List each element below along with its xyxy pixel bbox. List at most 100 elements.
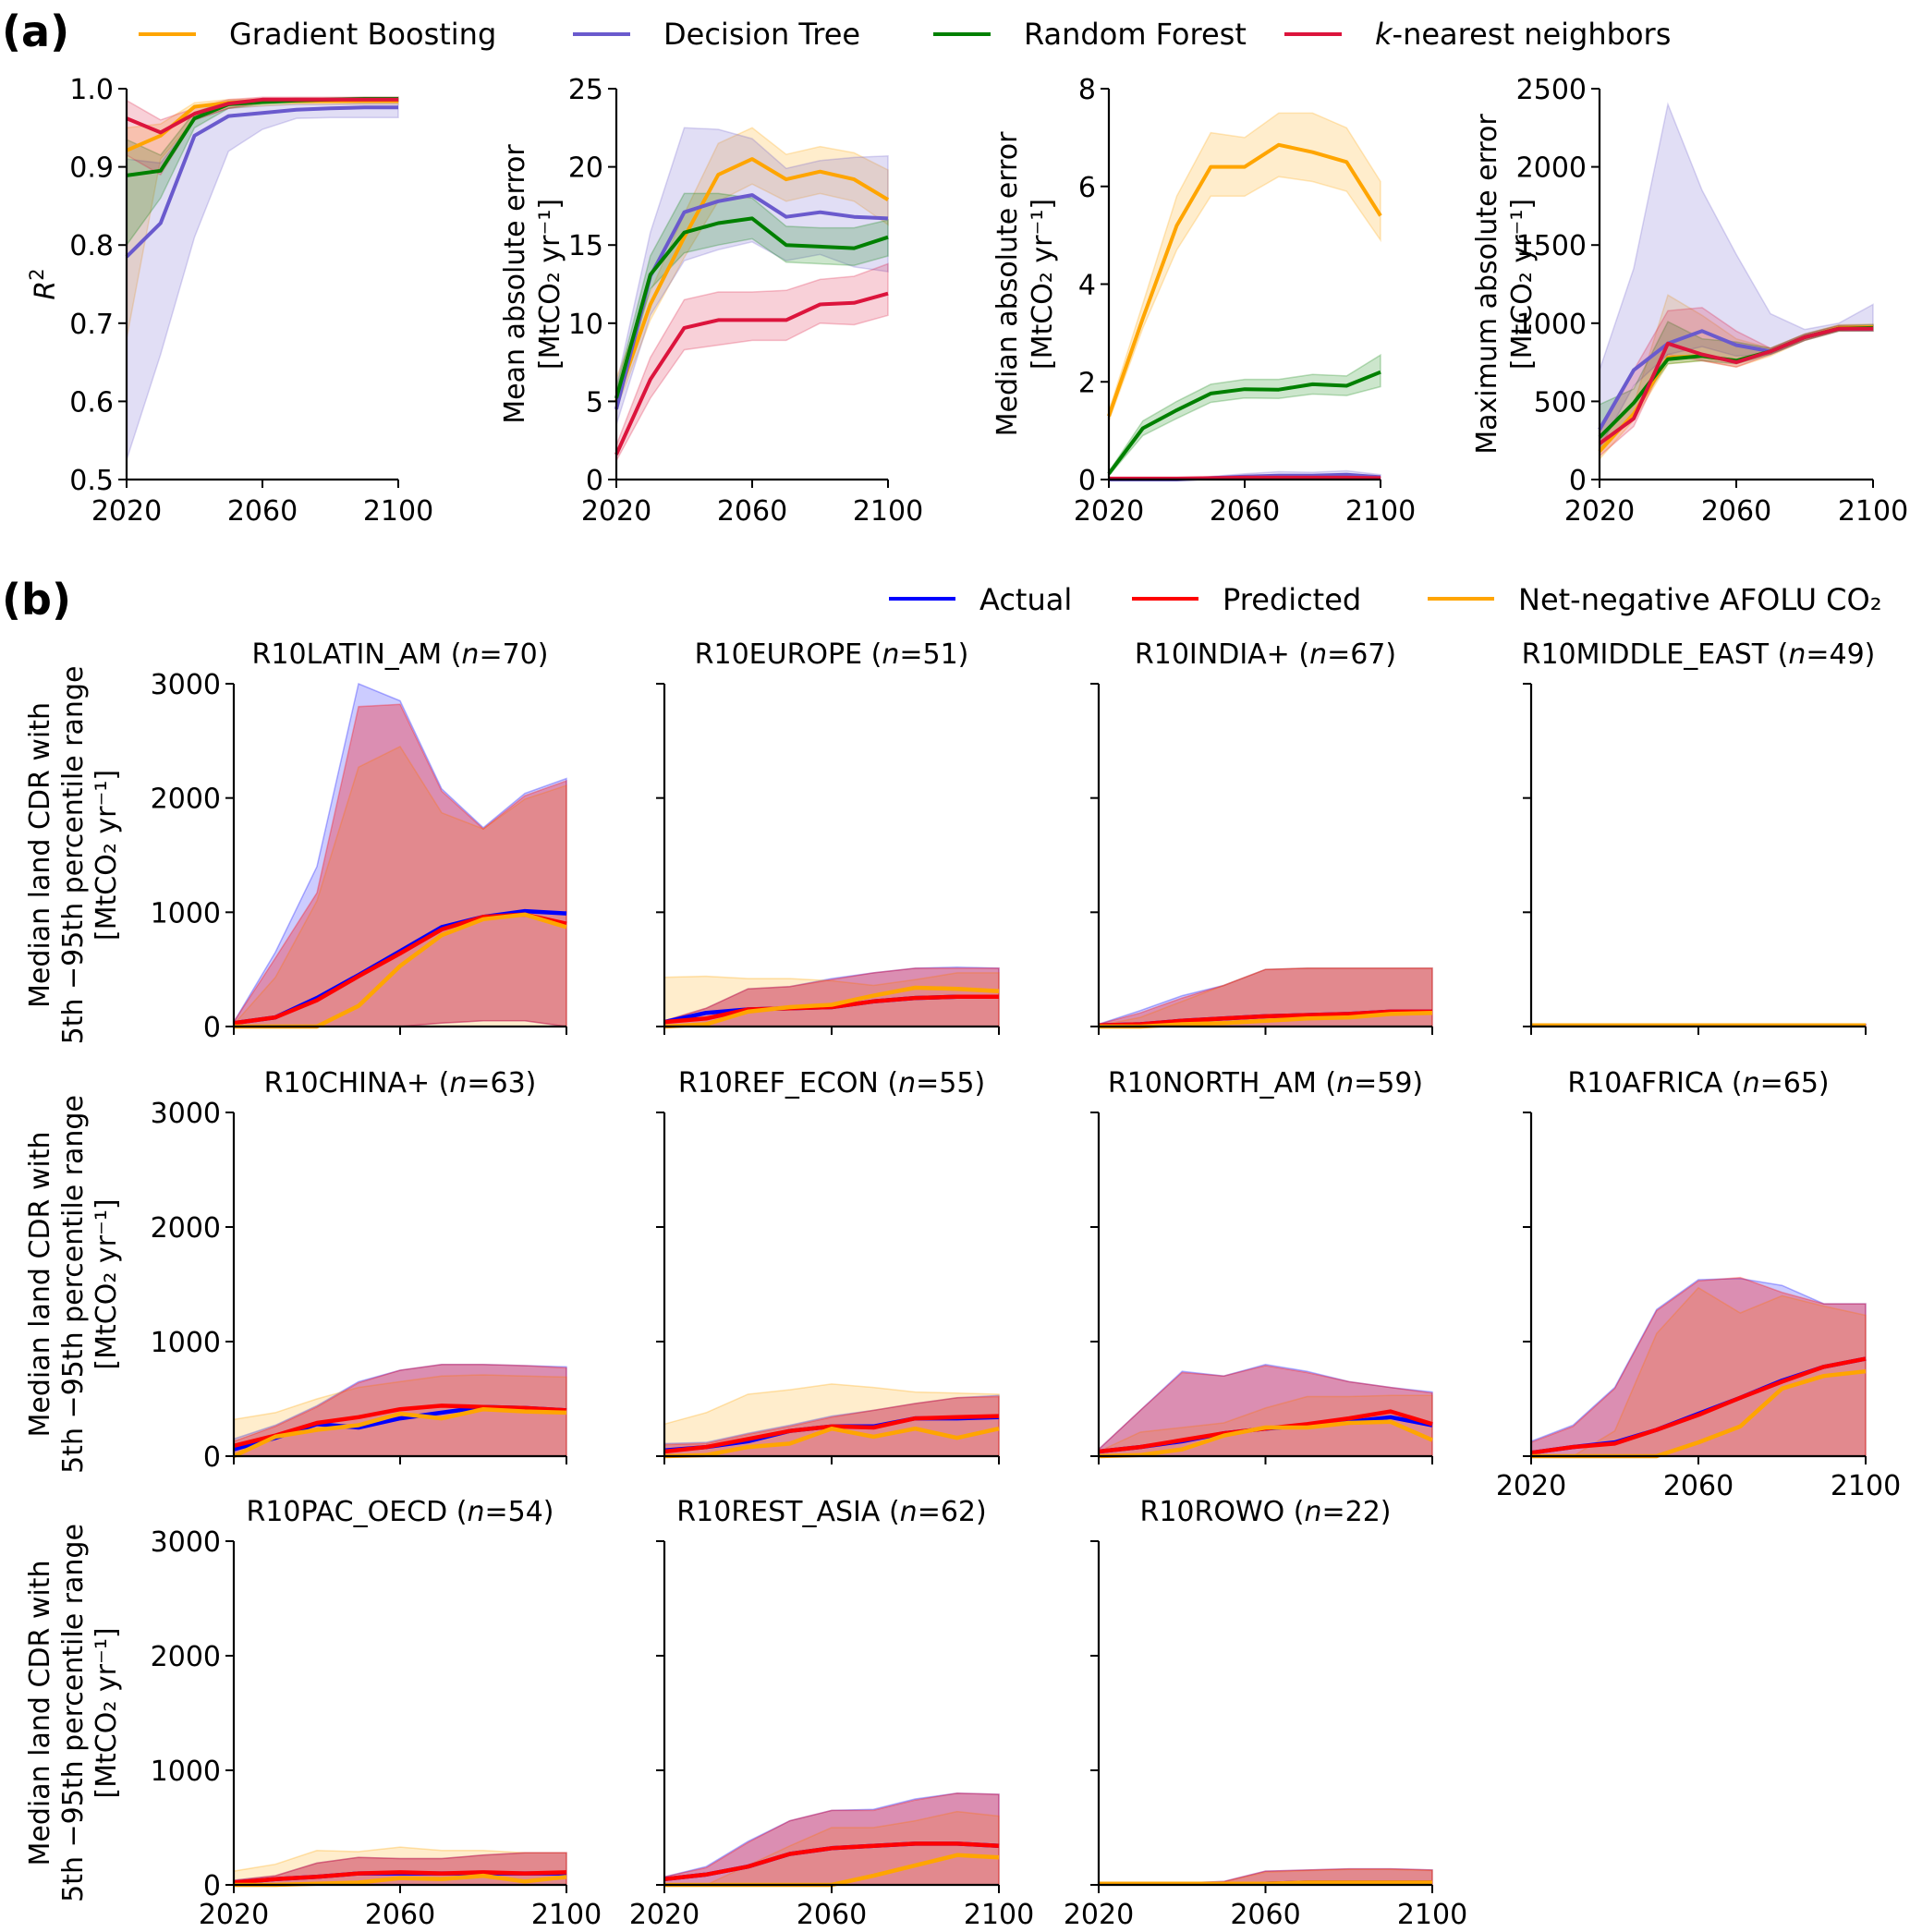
line-random-forest — [1107, 370, 1381, 475]
legend-a: Gradient Boosting Decision Tree Random For… — [139, 17, 1671, 52]
subplot-r10ref-econ: R10REF_ECON (n=55) — [656, 1067, 1000, 1464]
y-axis-unit: [MtCO₂ yr⁻¹] — [534, 199, 566, 370]
line-gradient-boosting — [1107, 142, 1382, 417]
x-tick-label: 2020 — [1496, 1470, 1566, 1502]
subplot-r10latin-am: 0 1000 2000 3000 R10LATIN_AM (n=70) Median la… — [24, 638, 567, 1045]
x-tick-label: 2060 — [1210, 495, 1280, 528]
y-tick-label: 2000 — [151, 1641, 221, 1673]
subplot-r10africa: 2020 2060 2100 R10AFRICA (n=65) — [1496, 1067, 1901, 1502]
line-k-nearest-neighbors — [126, 97, 398, 135]
legend-item-actual: Actual — [889, 582, 1072, 617]
y-axis-label-line: 5th −95th percentile range — [57, 1524, 90, 1902]
legend-label: Actual — [979, 582, 1072, 617]
x-tick-label: 2020 — [199, 1899, 269, 1931]
band-random-forest — [1108, 353, 1381, 478]
band-predicted — [233, 703, 567, 1027]
subplot-a-4: 0 500 1000 1500 2000 2500 2020 2060 2100 Maximum … — [1471, 74, 1908, 528]
line-decision-tree — [125, 105, 398, 259]
y-tick-label: 0 — [1569, 465, 1587, 497]
band-k-nearest-neighbors — [615, 262, 889, 462]
y-tick-label: 0.8 — [69, 230, 114, 262]
band-decision-tree — [126, 103, 399, 461]
x-tick-label: 2020 — [1564, 495, 1635, 528]
y-axis-label-line: 5th −95th percentile range — [57, 666, 90, 1045]
y-tick-label: 2000 — [151, 1212, 221, 1245]
y-tick-label: 0 — [203, 1870, 221, 1902]
subplot-r10rest-asia: 2020 2060 2100 R10REST_ASIA (n=62) — [629, 1496, 1034, 1931]
x-tick-label: 2060 — [1230, 1899, 1300, 1931]
subplot-title: R10AFRICA (n=65) — [1567, 1067, 1829, 1100]
subplot-title: R10PAC_OECD (n=54) — [246, 1496, 554, 1528]
legend-label: Gradient Boosting — [229, 17, 496, 52]
line-predicted — [233, 1403, 567, 1448]
x-tick-label: 2100 — [1345, 495, 1416, 528]
y-axis-label-line: 5th −95th percentile range — [57, 1095, 90, 1474]
x-tick-label: 2100 — [1831, 1470, 1901, 1502]
x-tick-label: 2020 — [581, 495, 651, 528]
x-tick-label: 2060 — [717, 495, 787, 528]
y-tick-label: 0 — [203, 1441, 221, 1474]
line-predicted — [1530, 1356, 1867, 1455]
line-predicted — [663, 994, 999, 1025]
line-decision-tree — [614, 193, 889, 410]
y-tick-label: 2500 — [1516, 74, 1587, 106]
subplot-a-1: 0.5 0.6 0.7 0.8 0.9 1.0 2020 2060 2100 R2 — [26, 74, 433, 528]
y-tick-label: 4 — [1078, 270, 1096, 302]
legend-b: Actual Predicted Net-negative AFOLU CO₂ — [889, 582, 1882, 617]
y-axis-label-line: [MtCO₂ yr⁻¹] — [91, 770, 123, 941]
y-tick-label: 10 — [568, 309, 603, 341]
x-tick-label: 2100 — [531, 1899, 602, 1931]
x-tick-label: 2020 — [629, 1899, 700, 1931]
y-tick-label: 1.0 — [69, 74, 114, 106]
y-tick-label: 3000 — [151, 669, 221, 701]
line-afolu — [663, 985, 1000, 1029]
panel-label-b: (b) — [2, 575, 71, 625]
x-tick-label: 2060 — [365, 1899, 435, 1931]
y-axis-label: Median absolute error — [991, 131, 1024, 436]
y-tick-label: 6 — [1078, 172, 1096, 204]
subplot-title: R10CHINA+ (n=63) — [264, 1067, 537, 1100]
y-tick-label: 1000 — [151, 1327, 221, 1359]
y-tick-label: 0.7 — [69, 309, 114, 341]
legend-item-predicted: Predicted — [1132, 582, 1361, 617]
panel-b: 0 1000 2000 3000 R10LATIN_AM (n=70) Median la… — [24, 638, 1901, 1931]
y-tick-label: 1000 — [151, 897, 221, 930]
y-tick-label: 1000 — [151, 1756, 221, 1788]
band-decision-tree — [1599, 102, 1874, 449]
x-tick-label: 2020 — [1074, 495, 1144, 528]
y-tick-label: 25 — [568, 74, 603, 106]
y-tick-label: 0.6 — [69, 386, 114, 419]
legend-item-k-nearest-neighbors: k-nearest neighbors — [1284, 17, 1671, 52]
subplot-title: R10EUROPE (n=51) — [695, 638, 969, 671]
y-tick-label: 2000 — [1516, 152, 1587, 185]
y-tick-label: 500 — [1534, 386, 1587, 419]
legend-item-gradient-boosting: Gradient Boosting — [139, 17, 496, 52]
band-predicted — [1530, 1276, 1867, 1457]
y-tick-label: 0.5 — [69, 465, 114, 497]
line-afolu — [1099, 1880, 1432, 1887]
subplot-title: R10REF_ECON (n=55) — [678, 1067, 985, 1100]
x-tick-label: 2100 — [1397, 1899, 1467, 1931]
x-tick-label: 2060 — [797, 1899, 867, 1931]
subplot-title: R10REST_ASIA (n=62) — [676, 1496, 986, 1528]
legend-label: Net-negative AFOLU CO₂ — [1518, 582, 1882, 617]
line-predicted — [233, 1870, 567, 1885]
band-decision-tree — [615, 127, 889, 426]
line-afolu — [233, 1406, 567, 1459]
y-tick-label: 2000 — [151, 784, 221, 816]
line-afolu — [1098, 1419, 1433, 1459]
subplot-r10india: R10INDIA+ (n=67) — [1090, 638, 1433, 1035]
y-tick-label: 0.9 — [69, 152, 114, 185]
legend-label: k-nearest neighbors — [1375, 17, 1671, 52]
subplot-r10middle-east: R10MIDDLE_EAST (n=49) — [1522, 638, 1875, 1035]
x-tick-label: 2100 — [363, 495, 433, 528]
y-axis-unit: [MtCO₂ yr⁻¹] — [1027, 199, 1059, 370]
subplot-r10north-am: R10NORTH_AM (n=59) — [1090, 1067, 1433, 1464]
line-k-nearest-neighbors — [614, 291, 889, 456]
y-tick-label: 0 — [1078, 465, 1096, 497]
y-tick-label: 8 — [1078, 74, 1096, 106]
legend-label: Decision Tree — [663, 17, 860, 52]
line-predicted — [663, 1414, 1000, 1454]
line-afolu — [663, 1426, 1000, 1459]
